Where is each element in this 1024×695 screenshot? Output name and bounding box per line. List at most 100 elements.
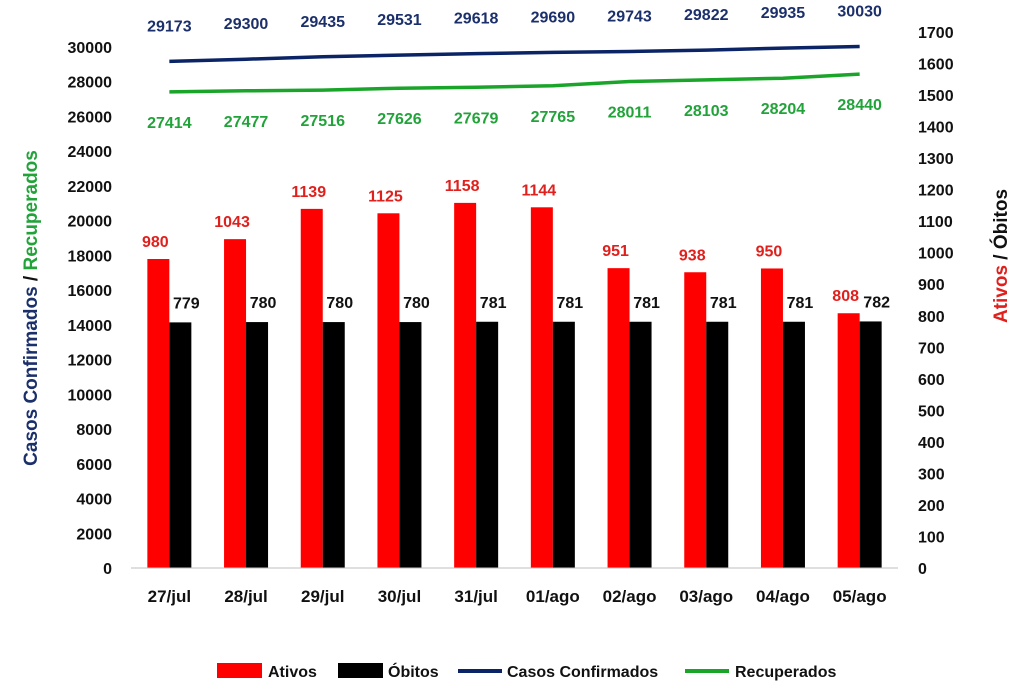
obitos-data-label: 782	[863, 294, 890, 311]
left-axis-title-part: /	[21, 271, 42, 287]
ativos-data-label: 1043	[214, 214, 250, 231]
left-tick-label: 0	[103, 561, 112, 578]
x-tick-label: 29/jul	[301, 587, 344, 606]
right-tick-label: 1200	[918, 183, 954, 200]
right-tick-label: 1500	[918, 88, 954, 105]
left-tick-label: 6000	[76, 457, 112, 474]
x-tick-label: 27/jul	[148, 587, 191, 606]
left-tick-label: 18000	[68, 248, 113, 265]
casos-confirmados-data-label: 29690	[531, 9, 576, 26]
x-tick-label: 31/jul	[454, 587, 497, 606]
right-tick-label: 400	[918, 435, 945, 452]
left-tick-label: 8000	[76, 422, 112, 439]
right-tick-label: 1600	[918, 57, 954, 74]
x-tick-label: 01/ago	[526, 587, 580, 606]
casos-confirmados-data-label: 29822	[684, 7, 729, 24]
obitos-bar	[169, 322, 192, 568]
right-tick-label: 800	[918, 309, 945, 326]
left-tick-label: 2000	[76, 526, 112, 543]
right-tick-label: 600	[918, 372, 945, 389]
obitos-data-label: 780	[250, 295, 277, 312]
x-tick-label: 28/jul	[224, 587, 267, 606]
recuperados-data-label: 28103	[684, 103, 729, 120]
obitos-bar	[629, 321, 652, 568]
casos-confirmados-data-label: 29435	[301, 14, 346, 31]
x-tick-label: 30/jul	[378, 587, 421, 606]
obitos-data-label: 781	[710, 295, 737, 312]
left-tick-label: 16000	[68, 283, 113, 300]
left-axis-title-part: Casos Confirmados	[21, 286, 42, 465]
recuperados-data-label: 27516	[301, 113, 346, 130]
right-axis-title-part: Óbitos	[990, 189, 1012, 249]
right-tick-label: 1100	[918, 214, 953, 231]
obitos-data-label: 781	[556, 295, 583, 312]
ativos-bar	[837, 313, 860, 568]
casos-confirmados-data-label: 29935	[761, 5, 806, 22]
obitos-bar	[246, 322, 269, 568]
casos-confirmados-data-label: 29300	[224, 16, 269, 33]
obitos-data-label: 780	[326, 295, 353, 312]
obitos-bar	[399, 322, 422, 568]
ativos-bar	[300, 208, 323, 568]
recuperados-data-label: 28440	[837, 97, 882, 114]
ativos-bar	[760, 268, 783, 568]
legend-label-recuperados: Recuperados	[735, 664, 836, 681]
left-axis-title-part: Recuperados	[21, 150, 42, 270]
ativos-bar	[530, 207, 553, 568]
right-tick-label: 0	[918, 561, 927, 578]
left-axis-title: Casos Confirmados / Recuperados	[21, 150, 42, 466]
obitos-data-label: 781	[480, 295, 507, 312]
ativos-data-label: 1158	[445, 178, 480, 195]
obitos-bar	[322, 322, 345, 568]
casos-confirmados-data-label: 30030	[837, 3, 882, 20]
right-tick-label: 900	[918, 277, 945, 294]
right-tick-label: 300	[918, 466, 945, 483]
recuperados-data-label: 27679	[454, 110, 499, 127]
obitos-bar	[476, 321, 499, 568]
ativos-bar	[224, 239, 247, 568]
obitos-bar	[782, 321, 805, 568]
obitos-data-label: 781	[633, 295, 660, 312]
left-tick-label: 24000	[68, 144, 113, 161]
left-tick-label: 22000	[68, 179, 113, 196]
right-tick-label: 500	[918, 403, 945, 420]
right-tick-label: 1400	[918, 120, 954, 137]
ativos-bar	[454, 202, 477, 568]
obitos-data-label: 781	[787, 295, 814, 312]
ativos-data-label: 950	[756, 243, 783, 260]
right-axis-title-part: Ativos	[991, 265, 1012, 323]
legend-label-ativos: Ativos	[268, 664, 317, 681]
right-tick-label: 200	[918, 498, 945, 515]
ativos-bar	[684, 272, 707, 568]
obitos-bar	[552, 321, 575, 568]
casos-confirmados-data-label: 29618	[454, 11, 499, 28]
x-tick-label: 04/ago	[756, 587, 810, 606]
recuperados-data-label: 27414	[147, 115, 192, 132]
right-tick-label: 1000	[918, 246, 954, 263]
x-tick-label: 03/ago	[679, 587, 733, 606]
ativos-data-label: 1125	[368, 188, 403, 205]
left-tick-label: 20000	[68, 214, 113, 231]
casos-confirmados-data-label: 29531	[377, 12, 422, 29]
right-tick-label: 1700	[918, 25, 954, 42]
casos-confirmados-line	[169, 44, 860, 64]
right-axis-title-part: /	[991, 249, 1012, 265]
casos-confirmados-data-label: 29743	[607, 8, 652, 25]
recuperados-data-label: 27477	[224, 114, 269, 131]
legend-label-casos-confirmados: Casos Confirmados	[507, 664, 658, 681]
ativos-data-label: 1139	[291, 184, 326, 201]
ativos-data-label: 938	[679, 247, 706, 264]
ativos-data-label: 1144	[521, 182, 556, 199]
legend-swatch-obitos	[338, 663, 383, 678]
ativos-bar	[377, 213, 400, 568]
left-tick-label: 12000	[68, 353, 113, 370]
recuperados-data-label: 27765	[531, 109, 576, 126]
legend-swatch-ativos	[217, 663, 262, 678]
right-axis-title: Ativos / Óbitos	[990, 189, 1012, 323]
recuperados-data-label: 28204	[761, 101, 806, 118]
recuperados-line	[169, 72, 860, 94]
ativos-data-label: 951	[602, 243, 629, 260]
obitos-bar	[859, 321, 882, 568]
ativos-data-label: 808	[832, 288, 859, 305]
